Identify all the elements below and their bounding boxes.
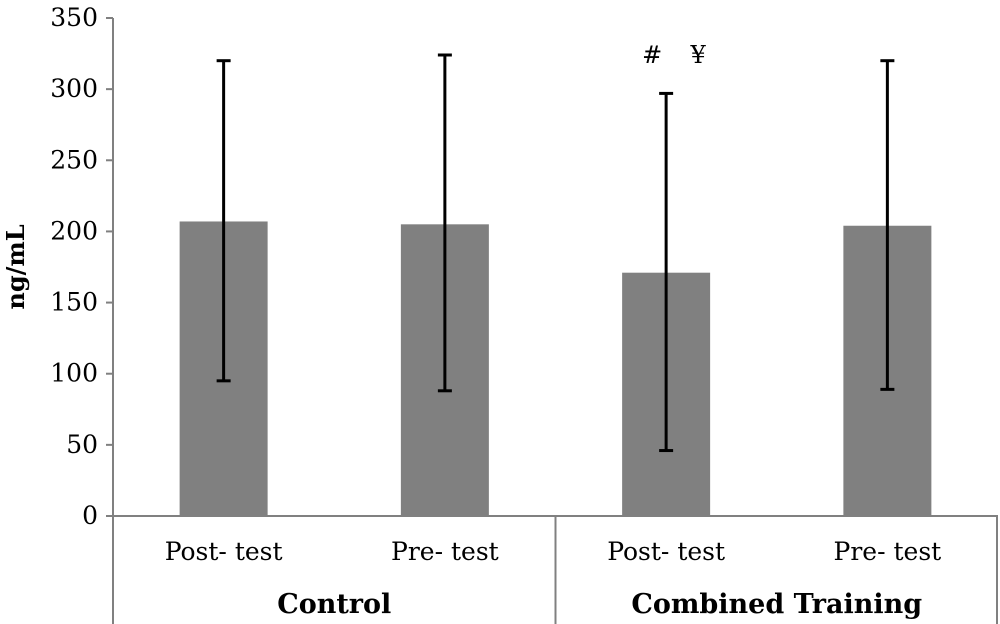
significance-marker: # (642, 41, 662, 69)
y-tick-label: 100 (50, 359, 98, 388)
y-tick-label: 50 (66, 430, 98, 459)
significance-marker: ¥ (689, 41, 706, 69)
y-tick-label: 300 (50, 74, 98, 103)
category-label: Pre- test (391, 537, 499, 566)
y-tick-label: 200 (50, 216, 98, 245)
y-tick-label: 250 (50, 145, 98, 174)
bars (179, 221, 932, 517)
group-label: Combined Training (631, 589, 922, 620)
y-tick-label: 150 (50, 288, 98, 317)
y-tick-label: 0 (82, 501, 98, 530)
category-label: Post- test (607, 537, 725, 566)
labels: Post- test Pre- test Post- test Pre- testCo… (165, 41, 942, 620)
y-axis-title: ng/mL (1, 224, 30, 309)
group-label: Control (277, 589, 391, 620)
category-label: Pre- test (834, 537, 942, 566)
category-label: Post- test (165, 537, 283, 566)
y-tick-label: 350 (50, 3, 98, 32)
error-bars (216, 53, 895, 453)
